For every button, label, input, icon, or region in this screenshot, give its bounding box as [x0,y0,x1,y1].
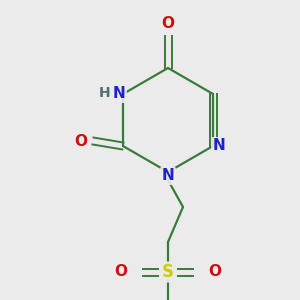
Text: O: O [208,265,221,280]
Text: O: O [115,265,128,280]
Text: N: N [112,86,125,101]
Text: N: N [213,139,225,154]
Text: S: S [162,263,174,281]
Text: N: N [162,169,174,184]
Text: O: O [74,134,88,148]
Text: H: H [99,86,111,100]
Text: O: O [161,16,175,32]
